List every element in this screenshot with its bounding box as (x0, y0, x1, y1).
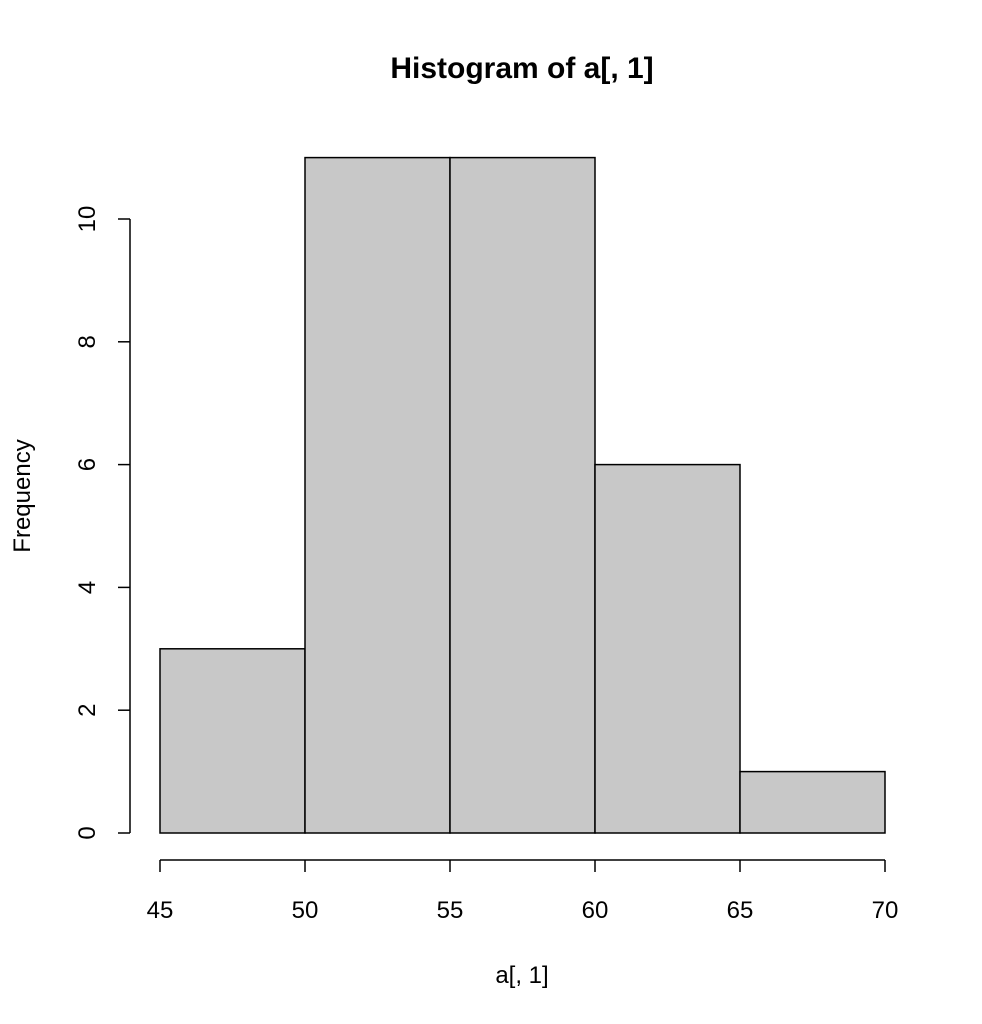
chart-title: Histogram of a[, 1] (390, 52, 653, 85)
histogram-bar-55-60 (449, 156, 596, 834)
bars-group (159, 156, 886, 834)
y-tick-label-8: 8 (74, 335, 101, 348)
histogram-bar-60-65 (594, 463, 741, 834)
histogram-bar-45-50 (159, 648, 306, 834)
histogram-bar-65-70 (739, 770, 886, 834)
x-tick-label-55: 55 (437, 897, 464, 924)
histogram-bar-50-55 (304, 156, 451, 834)
y-tick-label-0: 0 (74, 826, 101, 839)
y-tick-label-2: 2 (74, 704, 101, 717)
x-tick-label-70: 70 (872, 897, 899, 924)
y-axis: 0 2 4 6 8 10 (74, 206, 131, 840)
y-tick-label-10: 10 (74, 206, 101, 233)
x-axis: 45 50 55 60 65 70 (147, 859, 899, 924)
y-axis-label: Frequency (9, 439, 36, 552)
y-tick-label-6: 6 (74, 458, 101, 471)
x-axis-label: a[, 1] (495, 962, 548, 989)
x-tick-label-50: 50 (292, 897, 319, 924)
x-tick-label-45: 45 (147, 897, 174, 924)
x-tick-label-60: 60 (582, 897, 609, 924)
y-tick-label-4: 4 (74, 581, 101, 594)
x-tick-label-65: 65 (727, 897, 754, 924)
